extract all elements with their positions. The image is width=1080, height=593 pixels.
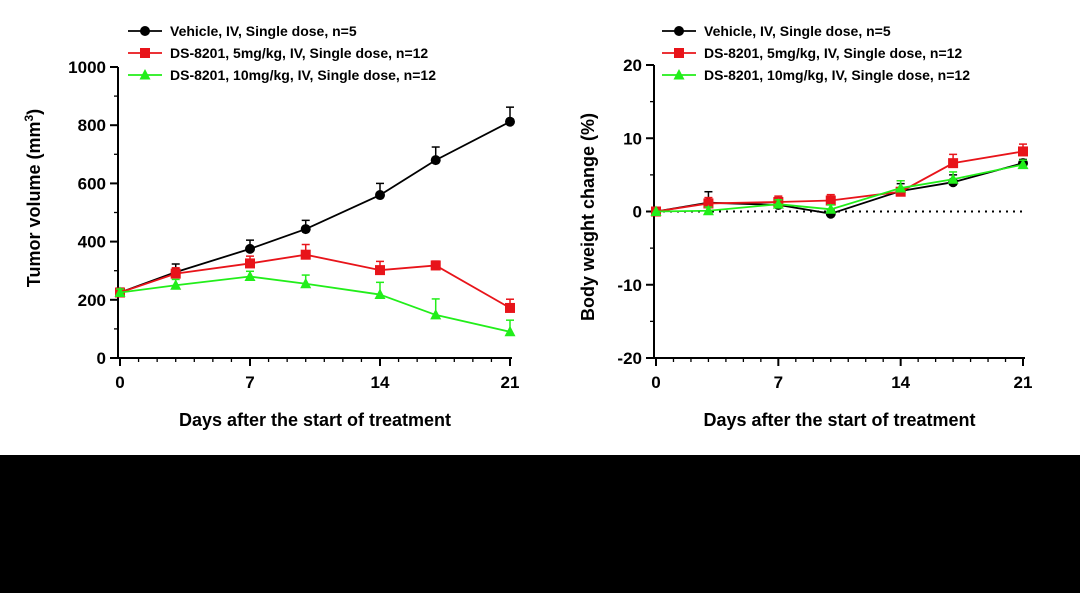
x-axis-title: Days after the start of treatment <box>703 410 975 430</box>
series-2 <box>114 270 516 337</box>
legend: Vehicle, IV, Single dose, n=5 DS-8201, 5m… <box>662 23 970 83</box>
y-tick-label: 0 <box>633 203 642 222</box>
y-axis-title: Body weight change (%) <box>578 113 598 321</box>
legend-entry-label: DS-8201, 10mg/kg, IV, Single dose, n=12 <box>170 67 436 83</box>
data-point <box>650 205 662 216</box>
data-point <box>375 190 385 201</box>
legend-marker <box>140 48 150 58</box>
black-band <box>0 455 1080 593</box>
legend-marker <box>674 26 684 36</box>
data-point <box>825 203 837 214</box>
data-point <box>300 249 311 260</box>
x-tick-label: 7 <box>774 373 783 392</box>
x-tick-label: 21 <box>1014 373 1033 392</box>
x-axis-title: Days after the start of treatment <box>179 410 451 430</box>
data-point <box>772 198 784 209</box>
legend-entry-label: Vehicle, IV, Single dose, n=5 <box>704 23 891 39</box>
x-tick-label: 21 <box>501 373 520 392</box>
data-point <box>374 288 386 300</box>
y-axis-title-main: Tumor volume (mm <box>24 122 44 288</box>
data-point <box>300 277 312 289</box>
y-tick-label: 800 <box>78 116 106 135</box>
y-tick-label: -10 <box>617 276 642 295</box>
data-point <box>245 243 255 254</box>
data-point <box>947 173 959 184</box>
data-point <box>244 270 256 282</box>
data-point <box>948 158 959 169</box>
data-point <box>375 265 385 276</box>
y-tick-label: 1000 <box>68 58 106 77</box>
series-2 <box>650 158 1029 216</box>
chart-tumor: 0 7 14 21 0 200 400 600 800 1000 Vehicle, IV, Sing… <box>22 23 519 430</box>
data-point <box>430 308 442 320</box>
legend-entry-label: DS-8201, 10mg/kg, IV, Single dose, n=12 <box>704 67 970 83</box>
data-point <box>504 325 516 337</box>
data-point <box>170 279 182 290</box>
legend-marker <box>140 26 150 36</box>
legend-marker <box>673 69 685 80</box>
series-line <box>119 120 511 294</box>
y-tick-label: 600 <box>78 174 106 193</box>
data-point <box>300 224 311 235</box>
legend-marker <box>139 69 151 80</box>
data-point <box>505 116 515 127</box>
data-point <box>245 258 255 269</box>
data-point <box>430 260 441 271</box>
data-point <box>703 198 714 209</box>
legend-marker <box>674 48 684 58</box>
y-tick-label: -20 <box>617 349 642 368</box>
y-axis-title: Tumor volume (mm3) <box>22 109 44 287</box>
legend: Vehicle, IV, Single dose, n=5 DS-8201, 5m… <box>128 23 436 83</box>
data-point <box>1017 158 1029 170</box>
data-point <box>895 182 907 193</box>
legend-entry-label: DS-8201, 5mg/kg, IV, Single dose, n=12 <box>704 45 962 61</box>
data-point <box>170 268 181 279</box>
series-line <box>119 253 511 309</box>
y-tick-label: 0 <box>97 349 106 368</box>
figure-panel: 0 7 14 21 0 200 400 600 800 1000 Vehicle, IV, Sing… <box>0 0 1080 455</box>
data-point <box>702 204 714 216</box>
y-tick-label: 400 <box>78 233 106 252</box>
y-axis-title-close: ) <box>24 109 44 115</box>
x-tick-label: 0 <box>651 373 660 392</box>
x-tick-label: 14 <box>891 373 910 392</box>
y-tick-label: 200 <box>78 291 106 310</box>
data-point <box>505 302 515 313</box>
y-axis-title-superscript: 3 <box>22 115 36 122</box>
x-tick-label: 7 <box>245 373 254 392</box>
data-point <box>1018 146 1028 157</box>
data-point <box>430 155 441 166</box>
chart-bodyweight: 0 7 14 21 -20 -10 0 10 20 Vehicle, IV, Single dos… <box>578 23 1032 430</box>
x-tick-label: 0 <box>115 373 124 392</box>
data-point <box>825 195 836 206</box>
data-point <box>114 286 126 298</box>
y-tick-label: 20 <box>623 56 642 75</box>
legend-entry-label: DS-8201, 5mg/kg, IV, Single dose, n=12 <box>170 45 428 61</box>
x-tick-label: 14 <box>371 373 390 392</box>
series-1 <box>651 143 1028 217</box>
y-tick-label: 10 <box>623 129 642 148</box>
legend-entry-label: Vehicle, IV, Single dose, n=5 <box>170 23 357 39</box>
